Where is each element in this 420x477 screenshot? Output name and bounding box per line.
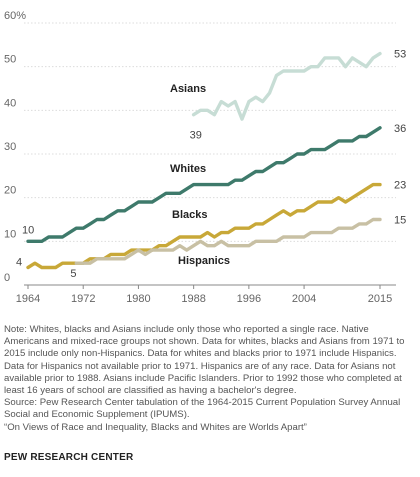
y-tick-label-10: 10 [4,228,16,240]
series-line-asians [191,51,382,121]
y-axis-ticks: 0 10 20 30 40 50 60% [4,10,26,284]
series-start-label-whites: 10 [22,224,34,236]
line-chart: 0 10 20 30 40 50 60% 1964 1972 1980 1988 1996 2004 2… [4,10,406,305]
x-tick-label-2004: 2004 [292,293,316,305]
series-line-hispanics [74,217,382,265]
series-line-blacks [26,182,382,270]
series-line-whites [26,126,382,244]
y-tick-label-30: 30 [4,141,16,153]
x-tick-label-1988: 1988 [181,293,205,305]
x-tick-label-1980: 1980 [126,293,150,305]
x-tick-label-1972: 1972 [71,293,95,305]
series-labels: Asians 39 53 Whites 10 36 Blacks 4 23 Hispanics 5 1… [16,49,406,281]
x-tick-label-2015: 2015 [368,293,392,305]
x-tick-label-1964: 1964 [16,293,40,305]
y-tick-label-0: 0 [4,272,10,284]
report-title-text: “On Views of Race and Inequality, Blacks… [4,421,307,433]
series-lines [26,51,382,270]
series-name-hispanics: Hispanics [178,255,230,267]
y-tick-label-60: 60% [4,10,26,22]
series-end-label-blacks: 23 [394,180,406,192]
series-name-blacks: Blacks [172,209,207,221]
y-tick-label-20: 20 [4,185,16,197]
series-end-label-hispanics: 15 [394,215,406,227]
series-start-label-asians: 39 [190,130,202,142]
series-name-asians: Asians [170,83,206,95]
series-start-label-hispanics: 5 [70,268,76,280]
series-end-label-whites: 36 [394,123,406,135]
series-end-label-asians: 53 [394,49,406,61]
x-tick-label-1996: 1996 [237,293,261,305]
series-start-label-blacks: 4 [16,257,22,269]
series-name-whites: Whites [170,163,206,175]
y-tick-label-50: 50 [4,54,16,66]
source-text: Source: Pew Research Center tabulation o… [4,397,401,421]
note-text: Note: Whites, blacks and Asians include … [4,324,405,397]
x-axis-ticks: 1964 1972 1980 1988 1996 2004 2015 [16,285,392,305]
chart-notes: Note: Whites, blacks and Asians include … [4,324,416,434]
y-tick-label-40: 40 [4,97,16,109]
pew-credit: PEW RESEARCH CENTER [4,452,134,463]
